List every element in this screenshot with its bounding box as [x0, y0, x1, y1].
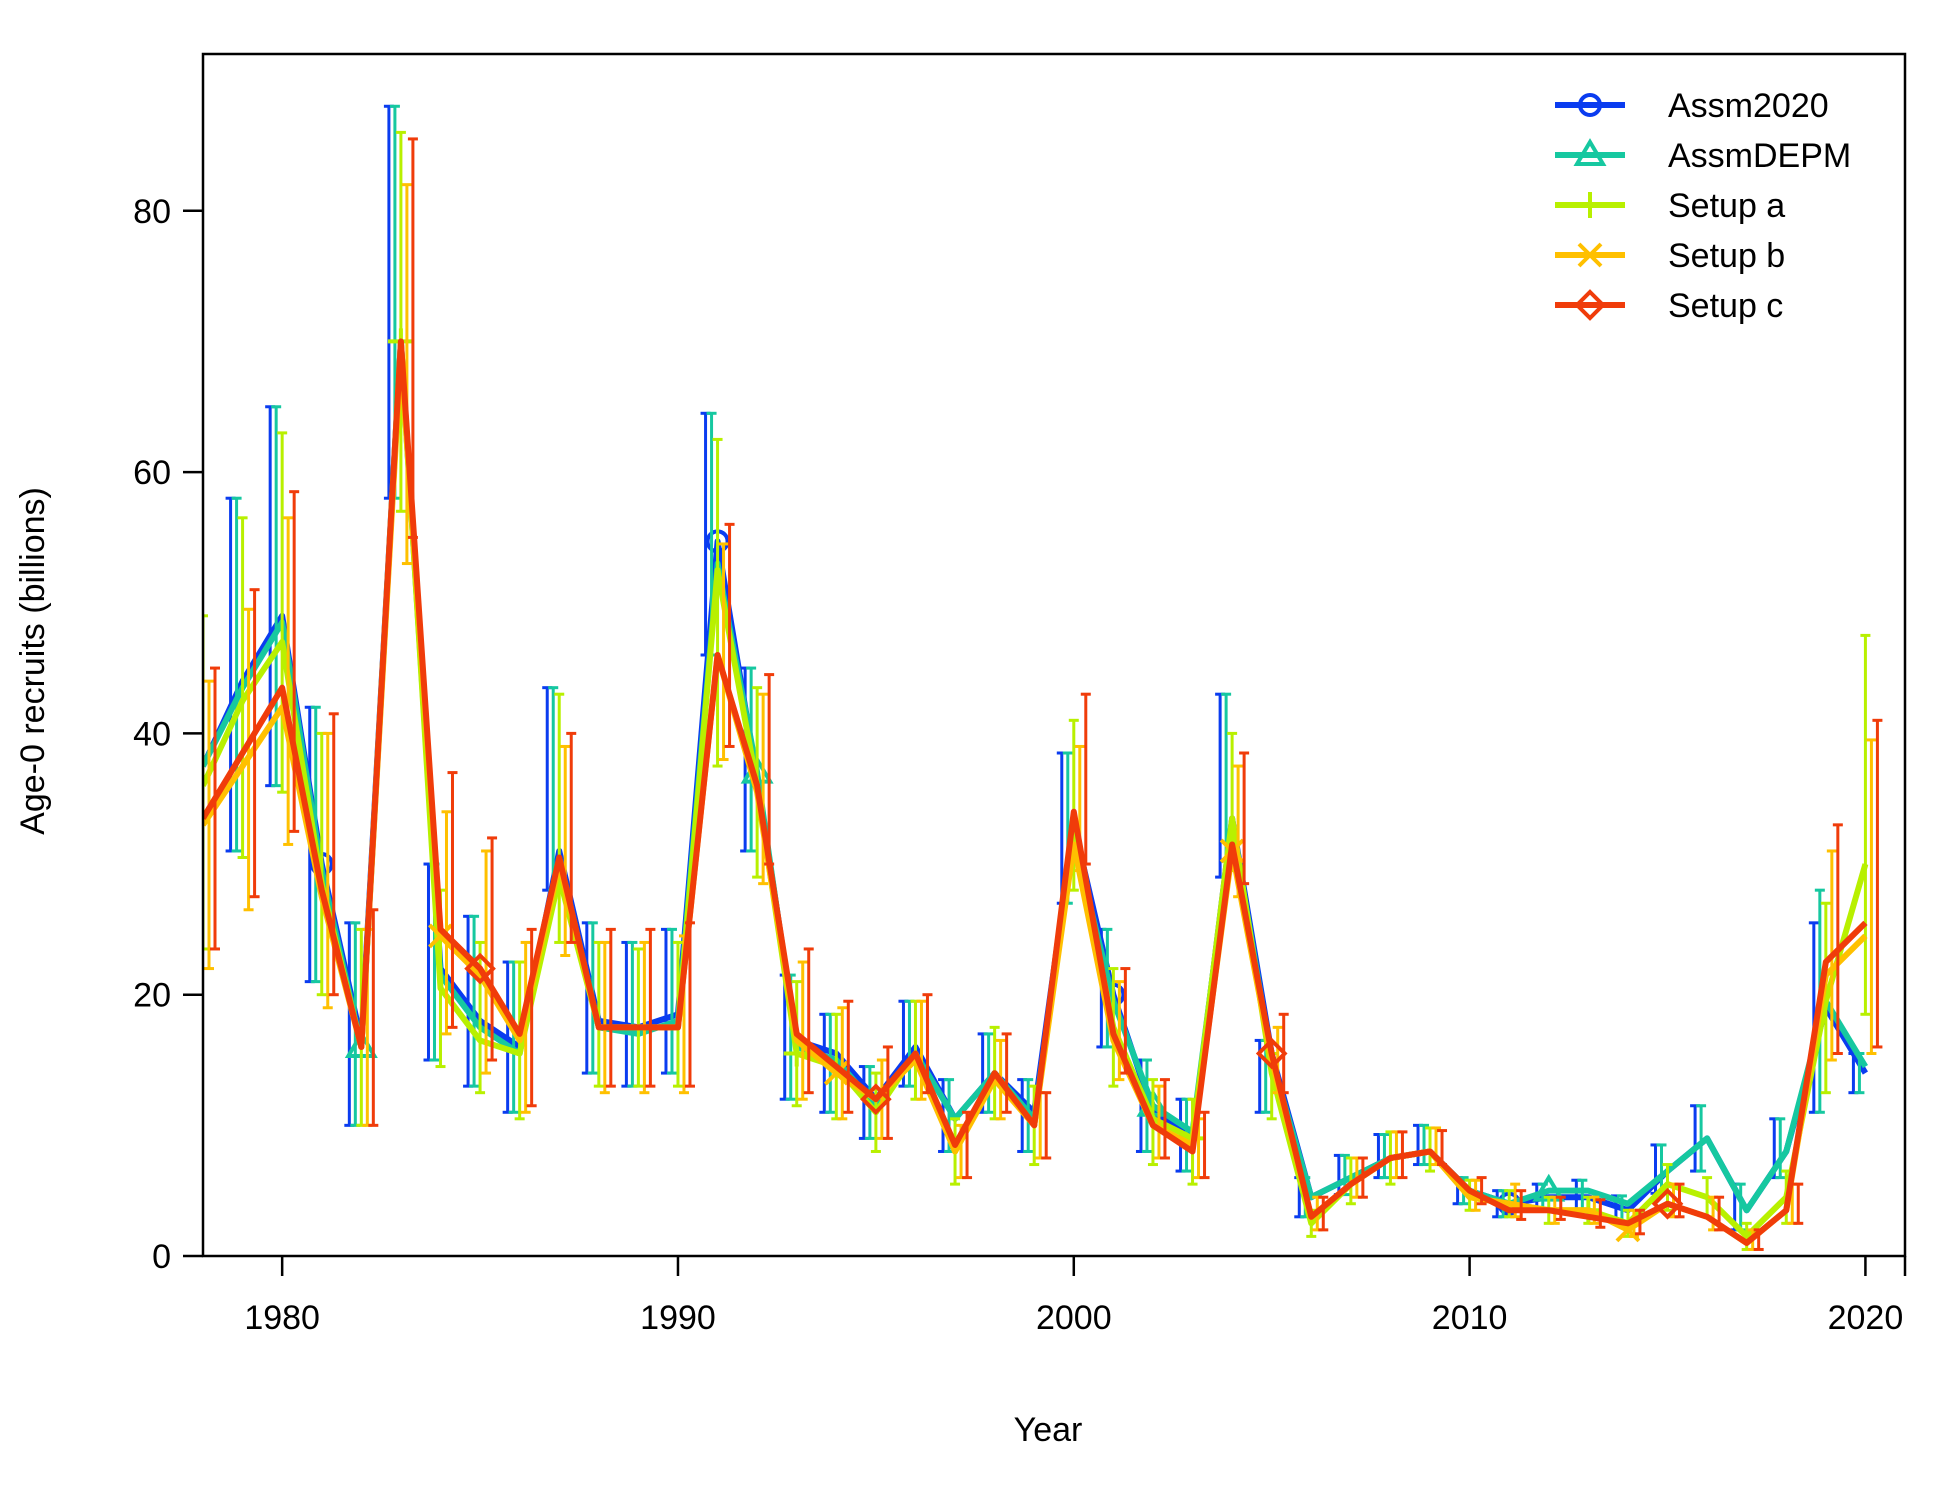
- legend-label: Setup c: [1668, 287, 1783, 325]
- error-bar: [231, 496, 242, 853]
- error-bar: [1775, 1117, 1786, 1180]
- data-point: [823, 1060, 849, 1086]
- error-bar: [1872, 718, 1883, 1049]
- error-bar: [724, 522, 735, 748]
- error-bar: [882, 1045, 893, 1140]
- error-bar: [210, 666, 220, 951]
- error-bar: [289, 490, 300, 833]
- error-bar: [666, 927, 677, 1075]
- error-bar: [395, 130, 406, 513]
- error-bar: [1001, 1032, 1012, 1114]
- error-bar: [837, 1006, 848, 1121]
- x-axis-label: Year: [1014, 1411, 1083, 1449]
- error-bar: [322, 731, 333, 1010]
- y-tick-label: 40: [133, 715, 171, 753]
- error-bar: [1114, 980, 1125, 1082]
- x-tick-label: 1990: [640, 1299, 716, 1337]
- data-point: [428, 923, 453, 949]
- error-bar: [203, 614, 208, 951]
- error-bar: [1379, 1132, 1390, 1180]
- error-bar: [487, 836, 498, 1062]
- data-point: [464, 952, 496, 985]
- legend-marker: [1574, 289, 1606, 321]
- legend-marker: [1577, 192, 1603, 218]
- error-bar: [447, 771, 458, 1029]
- error-bar: [469, 914, 480, 1088]
- legend-marker: [1578, 93, 1602, 117]
- error-bar: [599, 940, 610, 1095]
- series-line: [203, 338, 1868, 1246]
- error-bar: [1318, 1195, 1329, 1232]
- error-bar: [204, 679, 214, 971]
- error-bar: [1159, 1078, 1170, 1160]
- y-tick-label: 80: [133, 193, 171, 231]
- legend-item-setup-b: Setup b: [1555, 237, 1785, 275]
- y-tick-label: 20: [133, 977, 171, 1015]
- legend-item-assmdepm: AssmDEPM: [1555, 137, 1851, 175]
- error-bar: [983, 1032, 994, 1114]
- legend-label: AssmDEPM: [1668, 137, 1851, 175]
- series-setup-c: [203, 137, 1883, 1251]
- data-point: [860, 1083, 892, 1116]
- error-bar: [401, 183, 412, 566]
- x-tick-label: 2000: [1036, 1299, 1112, 1337]
- error-bar: [1832, 823, 1843, 1055]
- error-bar: [797, 960, 808, 1101]
- error-bar: [803, 947, 814, 1095]
- error-bar: [1516, 1189, 1527, 1221]
- error-bar: [1696, 1104, 1707, 1173]
- data-point: [1651, 1187, 1684, 1220]
- data-point: [1255, 1037, 1288, 1070]
- y-tick-label: 60: [133, 454, 171, 492]
- legend-label: Setup b: [1668, 237, 1785, 275]
- error-bar: [277, 431, 288, 794]
- error-bar: [1419, 1123, 1430, 1167]
- error-bar: [758, 692, 769, 886]
- error-bar: [1595, 1198, 1606, 1229]
- error-bar: [645, 927, 656, 1088]
- legend: Assm2020 AssmDEPM Setup a Setup b Setup c: [1555, 87, 1851, 325]
- error-bar: [1860, 633, 1871, 1016]
- error-bar: [1793, 1182, 1804, 1225]
- plot-frame: [201, 52, 1907, 1258]
- error-bar: [441, 810, 452, 1036]
- error-bar: [554, 692, 565, 944]
- error-bar: [249, 588, 260, 899]
- axes: 1980 1990 2000 2010 2020 0 20 40 60 80: [133, 52, 1907, 1337]
- legend-item-setup-c: Setup c: [1555, 287, 1783, 325]
- error-bar: [1199, 1110, 1210, 1180]
- error-bar: [283, 516, 294, 846]
- data-point: [783, 1040, 810, 1067]
- error-bar: [237, 516, 248, 860]
- error-bar: [843, 999, 854, 1114]
- error-bar: [1866, 738, 1877, 1055]
- error-bar: [639, 940, 650, 1095]
- legend-label: Setup a: [1668, 187, 1785, 225]
- x-tick-label: 2010: [1432, 1299, 1508, 1337]
- legend-item-assm2020: Assm2020: [1555, 87, 1829, 125]
- error-bar: [633, 947, 644, 1088]
- legend-item-setup-a: Setup a: [1555, 187, 1785, 225]
- error-bar: [916, 999, 927, 1101]
- error-bar: [271, 405, 282, 788]
- y-tick-label: 0: [152, 1238, 171, 1276]
- error-bar: [526, 927, 537, 1108]
- legend-marker: [1573, 138, 1607, 166]
- error-bar: [1041, 1091, 1052, 1160]
- y-axis-label: Age-0 recruits (billions): [14, 487, 52, 835]
- error-bar: [560, 744, 571, 957]
- error-bar: [1555, 1195, 1566, 1221]
- x-tick-label: 2020: [1828, 1299, 1904, 1337]
- legend-marker: [1577, 242, 1603, 268]
- x-tick-label: 1980: [244, 1299, 320, 1337]
- error-bar: [718, 542, 729, 762]
- legend-label: Assm2020: [1668, 87, 1829, 125]
- plot-area: [203, 104, 1883, 1251]
- error-bar: [605, 927, 616, 1088]
